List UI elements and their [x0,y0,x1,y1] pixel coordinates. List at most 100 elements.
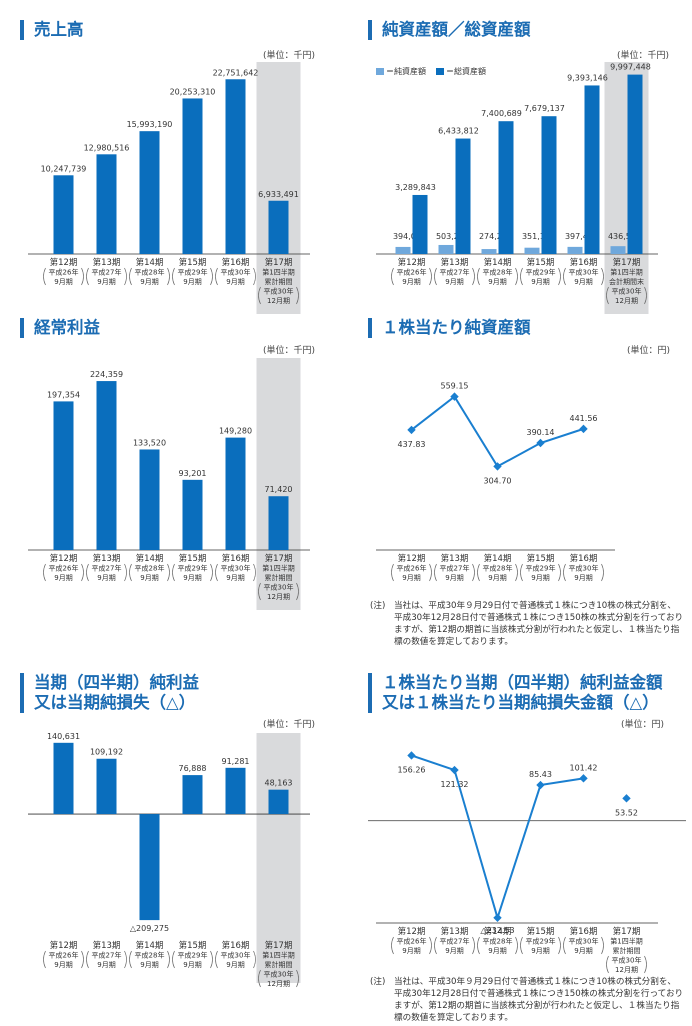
category-label: 会計期間末 [609,277,644,286]
data-point [579,774,588,783]
data-label: 12,980,516 [84,143,130,152]
legend-swatch-light [376,68,384,75]
bar [225,437,246,550]
bar-net-assets [524,247,540,254]
category-paren [515,563,518,582]
category-paren [472,563,475,582]
category-label: 第12期 [50,257,78,268]
category-paren [563,563,566,582]
data-label: 71,420 [265,485,293,494]
data-label: 390.14 [527,428,555,437]
category-paren [429,563,432,582]
category-paren [606,286,609,305]
category-paren [43,267,46,286]
bar-net-assets [395,246,411,254]
data-point [450,392,459,401]
bar [225,767,246,815]
category-label: 平成27年 [440,564,470,573]
category-paren [124,267,127,286]
panel-assets: 純資産額／総資産額 (単位：千円) ＝純資産額 ＝総資産額 394,046 503… [368,20,688,314]
category-label: 第1四半期 [262,564,294,573]
data-point [536,780,545,790]
category-label: 平成29年 [526,564,556,573]
category-label: 第1四半期 [610,268,642,277]
bar-total-assets [541,116,557,254]
category-paren [172,950,175,969]
category-label: 第1四半期 [262,951,294,960]
category-label: 第1四半期 [262,268,294,277]
category-paren [253,563,256,582]
category-paren [515,936,518,955]
data-point [407,425,416,435]
category-label: 第17期 [613,257,641,268]
category-label: 平成28年 [483,937,513,946]
category-paren [124,563,127,582]
category-label: 9月期 [140,278,158,286]
category-paren [644,286,647,305]
panel-sales: 売上高 (単位：千円) 10,247,739 12,980,516 15,993,1… [20,20,340,314]
category-paren [434,563,437,582]
category-paren [434,936,437,955]
series-line [410,395,584,468]
category-label: 9月期 [97,574,115,582]
category-paren [210,950,213,969]
category-label: 平成30年 [264,287,294,296]
category-label: 平成27年 [92,268,122,277]
bar [96,154,117,254]
category-label: 9月期 [54,961,72,969]
data-label: 93,201 [179,469,207,478]
data-label: △232.53 [480,926,514,935]
category-label: 12月期 [615,297,638,305]
category-paren [520,936,523,955]
data-label: △209,275 [130,924,169,933]
category-label: 第14期 [136,553,164,564]
category-label: 平成30年 [569,564,599,573]
category-label: 9月期 [97,961,115,969]
category-label: 9月期 [140,574,158,582]
category-paren [86,267,89,286]
data-label: 15,993,190 [127,120,173,129]
footnote: (注) 当社は、平成30年９月29日付で普通株式１株につき10株の株式分割を、平… [370,976,683,1026]
category-label: 12月期 [267,593,290,601]
data-label: 6,933,491 [258,190,299,199]
unit-label: (単位：円) [621,720,665,730]
category-paren [258,582,261,601]
category-label: 平成26年 [49,268,79,277]
data-label: 197,354 [47,390,80,399]
category-label: 9月期 [402,574,420,582]
category-paren [81,950,84,969]
footnote-label: (注) [370,601,386,611]
category-label: 第16期 [222,553,250,564]
category-label: 第14期 [484,553,512,564]
chart-title-line: １株当たり当期（四半期）純利益金額 [382,673,663,692]
data-point [579,424,588,434]
category-paren [86,950,89,969]
bar-net-assets [438,244,454,254]
category-label: 第15期 [179,940,207,951]
chart-title: 当期（四半期）純利益 又は当期純損失（△） [20,673,199,713]
data-label: 7,400,689 [481,109,522,118]
data-label: 76,888 [179,764,207,773]
category-label: 平成30年 [221,268,251,277]
bar [53,175,74,254]
unit-label: (単位：千円) [263,720,316,730]
category-paren [563,936,566,955]
category-paren [167,267,170,286]
category-paren [558,936,561,955]
chart-title: １株当たり純資産額 [368,318,531,338]
data-point [407,751,416,760]
category-label: 第17期 [265,257,293,268]
panel-eps: １株当たり当期（四半期）純利益金額 又は１株当たり当期純損失金額（△） (単位：… [368,673,688,1023]
bar-net-assets [610,246,626,254]
category-paren [477,267,480,286]
category-paren [296,582,299,601]
category-label: 平成28年 [483,564,513,573]
chart-title-line: 又は当期純損失（△） [34,693,196,712]
category-paren [391,936,394,955]
bar [268,496,289,550]
unit-label: (単位：千円) [617,51,670,61]
category-label: 第14期 [484,926,512,937]
category-label: 9月期 [574,278,592,286]
data-label: 9,997,448 [610,63,651,72]
data-label: 436,563 [608,232,641,241]
